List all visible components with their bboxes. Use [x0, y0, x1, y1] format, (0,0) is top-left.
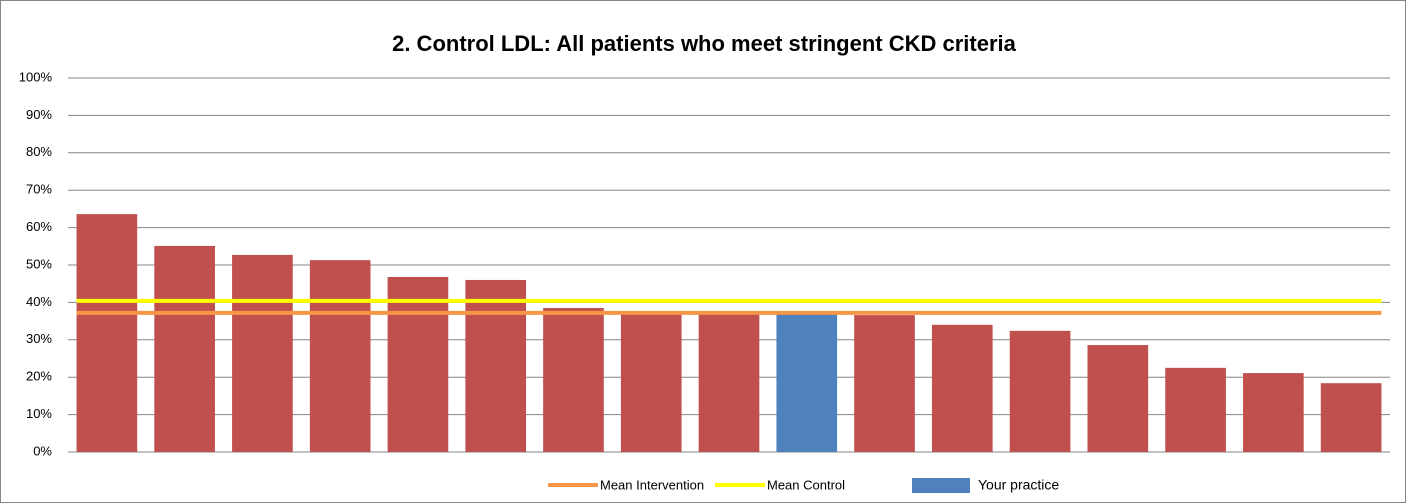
- y-tick-label: 40%: [26, 294, 52, 309]
- bar: [776, 312, 838, 452]
- y-tick-label: 0%: [33, 443, 52, 458]
- y-tick-label: 80%: [26, 144, 52, 159]
- y-tick-label: 70%: [26, 182, 52, 197]
- bar: [1165, 367, 1226, 452]
- y-tick-label: 100%: [19, 69, 53, 84]
- bar: [1243, 373, 1304, 452]
- bar: [1320, 383, 1382, 452]
- y-tick-label: 50%: [26, 256, 52, 271]
- bar: [387, 276, 449, 452]
- bar: [76, 214, 138, 452]
- bar: [1009, 330, 1071, 452]
- bar: [154, 245, 215, 452]
- chart-title: 2. Control LDL: All patients who meet st…: [392, 31, 1017, 56]
- bar: [854, 315, 915, 452]
- bar: [465, 279, 527, 452]
- bar: [931, 324, 993, 452]
- legend-swatch: [912, 478, 970, 493]
- bar: [309, 260, 371, 452]
- y-tick-label: 10%: [26, 406, 52, 421]
- bar: [543, 308, 604, 452]
- legend-label: Mean Intervention: [600, 477, 704, 492]
- bar: [620, 311, 682, 452]
- legend-label: Mean Control: [767, 477, 845, 492]
- y-tick-label: 30%: [26, 331, 52, 346]
- legend-label: Your practice: [978, 477, 1059, 493]
- bar: [1087, 345, 1149, 452]
- bar: [698, 311, 760, 452]
- y-tick-label: 60%: [26, 219, 52, 234]
- y-tick-label: 90%: [26, 107, 52, 122]
- bar: [232, 254, 293, 452]
- y-tick-label: 20%: [26, 369, 52, 384]
